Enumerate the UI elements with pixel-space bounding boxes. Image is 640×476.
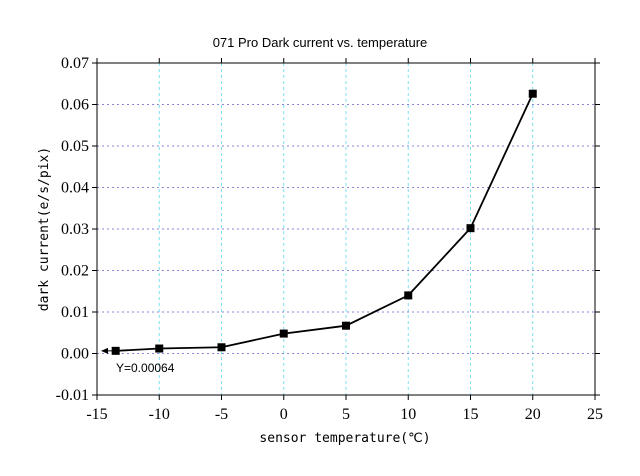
x-tick-label: 10 bbox=[400, 406, 416, 423]
y-tick-label: 0.06 bbox=[61, 97, 89, 114]
data-point bbox=[155, 344, 164, 353]
data-point bbox=[217, 343, 226, 352]
data-point bbox=[111, 346, 120, 355]
y-axis-label: dark current(e/s/pix) bbox=[37, 147, 52, 311]
data-point bbox=[342, 321, 350, 330]
annotations: Y=0.00064 bbox=[101, 347, 175, 375]
y-tick-label: -0.01 bbox=[56, 387, 89, 404]
x-tick-label: 25 bbox=[587, 406, 603, 423]
y-tick-label: 0.02 bbox=[61, 263, 89, 280]
x-tick-label: 15 bbox=[463, 406, 479, 423]
data-point bbox=[528, 89, 537, 98]
x-tick-label: 5 bbox=[342, 406, 350, 423]
y-tick-label: 0.07 bbox=[61, 55, 89, 72]
y-tick-label: 0.04 bbox=[61, 180, 89, 197]
axis-ticks: -15 -10 -5 0 5 10 15 20 25 -0.01 0.00 0.01 0.02 0.03 0… bbox=[56, 55, 603, 423]
y-tick-label: 0.01 bbox=[61, 304, 89, 321]
y-tick-label: 0.03 bbox=[61, 221, 89, 238]
series-line bbox=[115, 93, 534, 352]
data-point bbox=[404, 291, 413, 300]
grid bbox=[97, 63, 595, 395]
x-axis-label: sensor temperature(℃) bbox=[259, 431, 430, 446]
x-tick-label: -15 bbox=[86, 406, 107, 423]
y-tick-label: 0.00 bbox=[61, 346, 89, 363]
x-tick-label: 20 bbox=[525, 406, 541, 423]
data-point bbox=[279, 329, 288, 338]
data-point bbox=[466, 224, 475, 233]
annotation-label: Y=0.00064 bbox=[116, 361, 175, 375]
annotation-arrowhead bbox=[101, 347, 108, 354]
series bbox=[111, 89, 537, 355]
x-tick-label: -5 bbox=[215, 406, 228, 423]
chart-title: 071 Pro Dark current vs. temperature bbox=[213, 35, 428, 50]
y-tick-label: 0.05 bbox=[61, 138, 89, 155]
x-tick-label: 0 bbox=[280, 406, 288, 423]
x-tick-label: -10 bbox=[149, 406, 170, 423]
